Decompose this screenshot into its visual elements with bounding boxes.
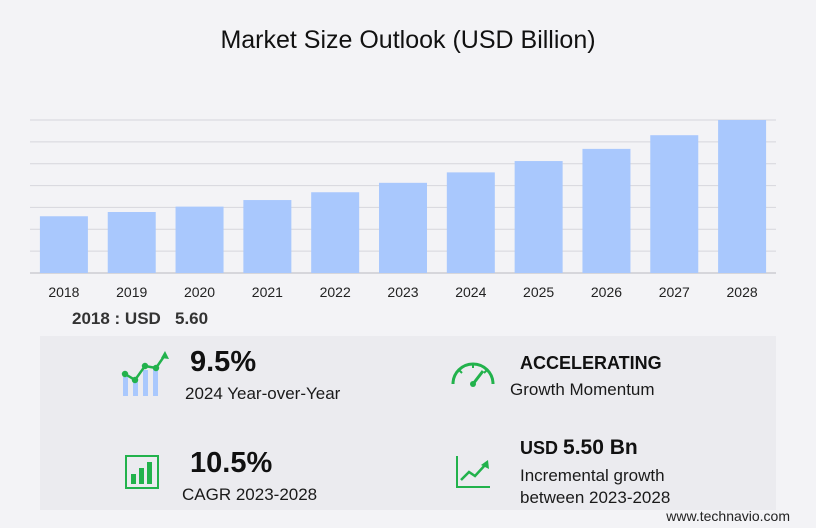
bar-chart: 2018 2019 2020 2021 2022 2023 2024 2025 2026 2027… bbox=[30, 119, 776, 300]
x-tick-label-2026: 2026 bbox=[591, 284, 622, 300]
x-tick-label-2018: 2018 bbox=[48, 284, 79, 300]
source-footer: www.technavio.com bbox=[666, 508, 790, 524]
x-tick-label-2027: 2027 bbox=[659, 284, 690, 300]
x-tick-label-2024: 2024 bbox=[455, 284, 486, 300]
bar-2020 bbox=[175, 206, 224, 273]
bar-2022 bbox=[311, 192, 360, 273]
incremental-label-line2: between 2023-2028 bbox=[520, 488, 671, 507]
incremental-value: USD 5.50 Bn bbox=[520, 436, 638, 460]
x-tick-label-2020: 2020 bbox=[184, 284, 215, 300]
base-year-value: 2018 : USD 5.60 bbox=[72, 309, 209, 328]
x-tick-label-2025: 2025 bbox=[523, 284, 554, 300]
bar-chart-icon bbox=[125, 455, 159, 489]
x-tick-label-2021: 2021 bbox=[252, 284, 283, 300]
cagr-value: 10.5% bbox=[190, 447, 273, 479]
trend-line-icon bbox=[456, 456, 490, 488]
x-axis-labels: 2018 2019 2020 2021 2022 2023 2024 2025 2026 2027… bbox=[48, 284, 758, 300]
bars bbox=[39, 120, 767, 273]
momentum-label: Growth Momentum bbox=[510, 380, 655, 399]
bar-2027 bbox=[650, 135, 699, 273]
incremental-amount: 5.50 Bn bbox=[563, 436, 638, 459]
growth-chart-icon bbox=[121, 351, 169, 396]
stats-panel bbox=[40, 336, 776, 510]
x-tick-label-2028: 2028 bbox=[727, 284, 758, 300]
bar-2021 bbox=[243, 200, 292, 273]
chart-title: Market Size Outlook (USD Billion) bbox=[220, 26, 596, 54]
bar-2026 bbox=[582, 148, 631, 273]
bar-2024 bbox=[446, 172, 495, 273]
incremental-label-line1: Incremental growth bbox=[520, 466, 665, 485]
yoy-label: 2024 Year-over-Year bbox=[185, 384, 341, 403]
bar-2025 bbox=[514, 161, 563, 273]
yoy-value: 9.5% bbox=[190, 346, 257, 378]
bar-2028 bbox=[718, 120, 767, 273]
bar-2019 bbox=[107, 212, 156, 273]
bar-2018 bbox=[39, 216, 88, 273]
x-tick-label-2019: 2019 bbox=[116, 284, 147, 300]
bar-2023 bbox=[379, 182, 427, 273]
momentum-value: ACCELERATING bbox=[520, 353, 662, 373]
incremental-prefix: USD bbox=[520, 438, 559, 458]
x-tick-label-2023: 2023 bbox=[387, 284, 418, 300]
cagr-label: CAGR 2023-2028 bbox=[182, 485, 318, 504]
x-tick-label-2022: 2022 bbox=[320, 284, 351, 300]
speedometer-icon bbox=[451, 362, 495, 387]
